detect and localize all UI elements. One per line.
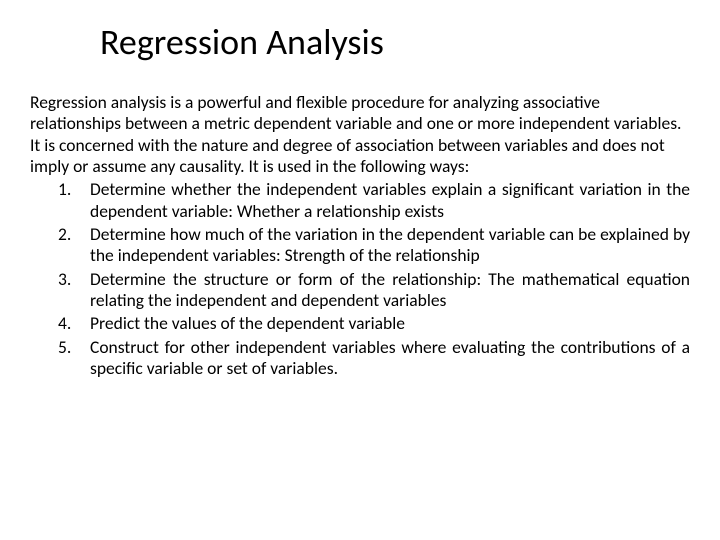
list-item: Construct for other independent variable… (30, 337, 690, 380)
slide-title: Regression Analysis (100, 20, 690, 64)
list-item: Determine the structure or form of the r… (30, 269, 690, 312)
intro-paragraph: Regression analysis is a powerful and fl… (30, 92, 690, 177)
list-item: Predict the values of the dependent vari… (30, 313, 690, 334)
slide-container: Regression Analysis Regression analysis … (0, 0, 720, 540)
list-item: Determine whether the independent variab… (30, 179, 690, 222)
list-item: Determine how much of the variation in t… (30, 224, 690, 267)
numbered-list: Determine whether the independent variab… (30, 179, 690, 379)
